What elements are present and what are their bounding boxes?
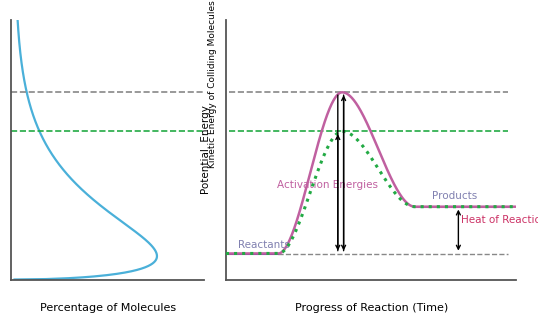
Text: Kinetic Energy of Colliding Molecules: Kinetic Energy of Colliding Molecules: [208, 1, 217, 168]
Text: Potential  Energy: Potential Energy: [201, 105, 210, 194]
Text: Progress of Reaction (Time): Progress of Reaction (Time): [295, 303, 448, 313]
Text: Percentage of Molecules: Percentage of Molecules: [39, 303, 176, 313]
Text: Products: Products: [432, 191, 478, 202]
Text: Reactants: Reactants: [238, 240, 289, 250]
Text: Heat of Reaction: Heat of Reaction: [461, 215, 538, 225]
Text: Activation Energies: Activation Energies: [277, 180, 378, 189]
